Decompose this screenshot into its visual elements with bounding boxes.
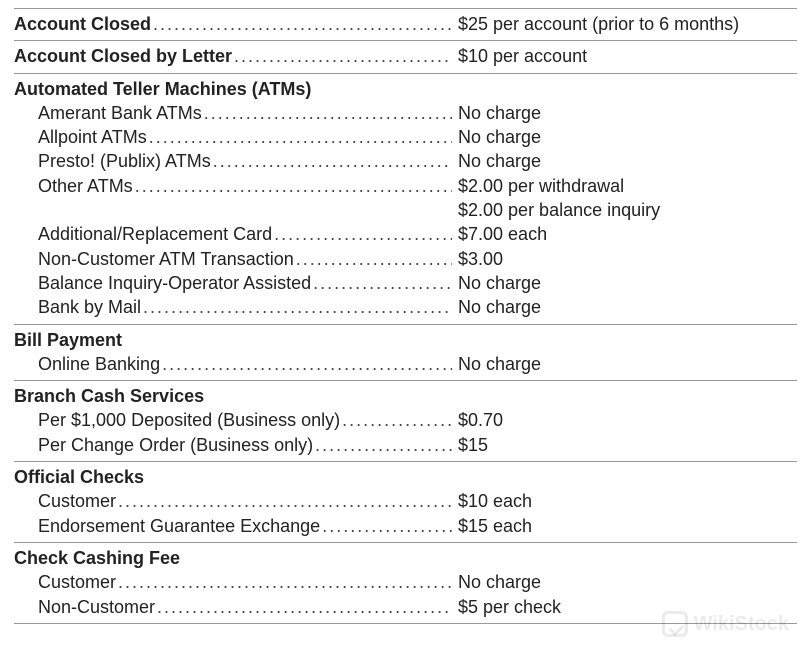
fee-label: Customer [14, 489, 116, 513]
section-header-label: Branch Cash Services [14, 384, 204, 408]
dot-leader: ........................................… [232, 44, 452, 68]
fee-section: Account Closed by Letter................… [14, 40, 797, 72]
dot-leader: ........................................… [116, 570, 452, 594]
fee-row: Online Banking..........................… [14, 352, 797, 376]
dot-leader: ........................................… [151, 12, 452, 36]
fee-value: $15 [452, 433, 797, 457]
fee-row: Additional/Replacement Card.............… [14, 222, 797, 246]
section-header-value: $10 per account [452, 44, 797, 68]
fee-row: Per $1,000 Deposited (Business only)....… [14, 408, 797, 432]
fee-value: No charge [452, 295, 797, 319]
section-header-label: Automated Teller Machines (ATMs) [14, 77, 311, 101]
fee-row: Balance Inquiry-Operator Assisted.......… [14, 271, 797, 295]
fee-label: Non-Customer [14, 595, 155, 619]
fee-row: Bank by Mail............................… [14, 295, 797, 319]
section-header-row: Official Checks [14, 465, 797, 489]
dot-leader: ........................................… [340, 408, 452, 432]
section-header-row: Automated Teller Machines (ATMs) [14, 77, 797, 101]
fee-section: Bill PaymentOnline Banking..............… [14, 324, 797, 381]
fee-value: $0.70 [452, 408, 797, 432]
fee-label: Allpoint ATMs [14, 125, 147, 149]
fee-section: Official ChecksCustomer.................… [14, 461, 797, 542]
fee-label: Online Banking [14, 352, 160, 376]
fee-row: Other ATMs..............................… [14, 174, 797, 198]
fee-value: No charge [452, 149, 797, 173]
fee-row: Customer................................… [14, 489, 797, 513]
section-header-row: Branch Cash Services [14, 384, 797, 408]
section-header-row: Bill Payment [14, 328, 797, 352]
section-header-value: $25 per account (prior to 6 months) [452, 12, 797, 36]
fee-label: Per Change Order (Business only) [14, 433, 313, 457]
fee-value: No charge [452, 271, 797, 295]
dot-leader: ........................................… [311, 271, 452, 295]
dot-leader: ........................................… [147, 125, 452, 149]
fee-row: Customer................................… [14, 570, 797, 594]
section-header-row: Check Cashing Fee [14, 546, 797, 570]
fee-value: No charge [452, 352, 797, 376]
fee-section: Account Closed..........................… [14, 8, 797, 40]
dot-leader: ........................................… [294, 247, 452, 271]
dot-leader: ........................................… [211, 149, 452, 173]
fee-value: $7.00 each [452, 222, 797, 246]
fee-schedule: Account Closed..........................… [14, 8, 797, 624]
fee-row: Non-Customer ATM Transaction............… [14, 247, 797, 271]
fee-label: Amerant Bank ATMs [14, 101, 202, 125]
dot-leader: ........................................… [313, 433, 452, 457]
fee-section: Automated Teller Machines (ATMs)Amerant … [14, 73, 797, 324]
dot-leader: ........................................… [155, 595, 452, 619]
fee-label: Endorsement Guarantee Exchange [14, 514, 320, 538]
fee-value: $3.00 [452, 247, 797, 271]
dot-leader: ........................................… [272, 222, 452, 246]
spacer [14, 198, 452, 222]
fee-row: Allpoint ATMs...........................… [14, 125, 797, 149]
section-header-label: Check Cashing Fee [14, 546, 180, 570]
section-header-label: Account Closed by Letter [14, 44, 232, 68]
dot-leader: ........................................… [141, 295, 452, 319]
fee-value: No charge [452, 125, 797, 149]
fee-value: No charge [452, 570, 797, 594]
section-header-row: Account Closed by Letter................… [14, 44, 797, 68]
fee-value: $2.00 per withdrawal [452, 174, 797, 198]
dot-leader: ........................................… [133, 174, 452, 198]
fee-row: Presto! (Publix) ATMs...................… [14, 149, 797, 173]
fee-label: Other ATMs [14, 174, 133, 198]
watermark-text: WikiStock [694, 613, 789, 636]
fee-row: Endorsement Guarantee Exchange..........… [14, 514, 797, 538]
fee-value: $15 each [452, 514, 797, 538]
fee-section: Branch Cash ServicesPer $1,000 Deposited… [14, 380, 797, 461]
fee-label: Additional/Replacement Card [14, 222, 272, 246]
dot-leader: ........................................… [202, 101, 452, 125]
dot-leader: ........................................… [320, 514, 452, 538]
dot-leader: ........................................… [116, 489, 452, 513]
fee-label: Customer [14, 570, 116, 594]
section-header-label: Official Checks [14, 465, 144, 489]
section-header-label: Account Closed [14, 12, 151, 36]
section-header-row: Account Closed..........................… [14, 12, 797, 36]
fee-value: $10 each [452, 489, 797, 513]
fee-label: Presto! (Publix) ATMs [14, 149, 211, 173]
watermark: WikiStock [662, 611, 789, 637]
fee-label: Bank by Mail [14, 295, 141, 319]
dot-leader: ........................................… [160, 352, 452, 376]
fee-value-extra: $2.00 per balance inquiry [452, 198, 660, 222]
fee-row: Per Change Order (Business only)........… [14, 433, 797, 457]
fee-label: Balance Inquiry-Operator Assisted [14, 271, 311, 295]
watermark-check-icon [662, 611, 688, 637]
fee-row: Amerant Bank ATMs.......................… [14, 101, 797, 125]
fee-row-extra: $2.00 per balance inquiry [14, 198, 797, 222]
fee-label: Non-Customer ATM Transaction [14, 247, 294, 271]
section-header-label: Bill Payment [14, 328, 122, 352]
fee-value: No charge [452, 101, 797, 125]
fee-label: Per $1,000 Deposited (Business only) [14, 408, 340, 432]
